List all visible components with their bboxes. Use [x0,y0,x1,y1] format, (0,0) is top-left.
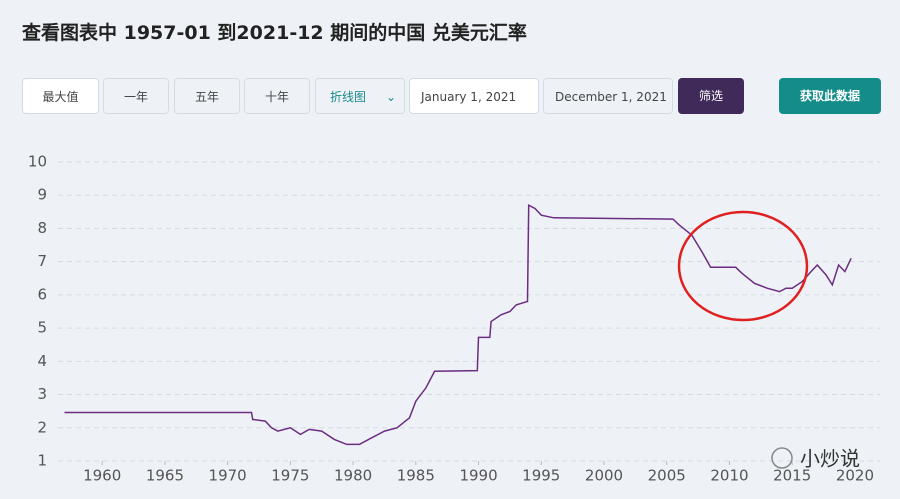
y-tick-label: 2 [37,418,47,436]
data-line [64,203,852,446]
x-tick-label: 1975 [271,467,309,485]
chart-type-select[interactable]: 折线图 ⌄ [315,78,405,114]
range-button[interactable]: 一年 [103,78,169,114]
y-tick-label: 8 [37,219,47,237]
x-tick-label: 2005 [648,467,686,485]
x-tick-label: 2010 [710,467,748,485]
end-date-input[interactable]: December 1, 2021 [543,78,673,114]
x-tick-label: 1990 [459,467,497,485]
select-arrow: ⌄ [385,90,396,104]
y-tick-label: 5 [37,319,47,337]
range-button[interactable]: 最大值 [22,78,99,114]
wechat-icon [771,447,793,469]
range-button[interactable]: 十年 [244,78,310,114]
x-tick-label: 2020 [836,467,874,485]
select-text: 折线图 [330,90,367,104]
y-tick-label: 6 [37,285,47,303]
y-tick-label: 10 [28,153,47,171]
y-tick-label: 9 [37,186,47,204]
x-tick-label: 1965 [146,467,184,485]
x-tick-label: 1970 [209,467,247,485]
y-tick-label: 3 [37,385,47,403]
x-tick-label: 2015 [773,467,811,485]
watermark: 小炒说 [800,447,860,471]
y-tick-label: 4 [37,352,47,370]
y-tick-label: 7 [37,252,47,270]
y-tick-label: 1 [37,452,47,470]
range-button[interactable]: 五年 [174,78,240,114]
highlight-circle [677,210,809,322]
x-tick-label: 1980 [334,467,372,485]
download-button[interactable]: 获取此数据 [779,78,881,114]
x-tick-label: 2000 [585,467,623,485]
filter-button[interactable]: 筛选 [678,78,744,114]
x-tick-label: 1985 [397,467,435,485]
x-tick-label: 1995 [522,467,560,485]
start-date-input[interactable]: January 1, 2021 [409,78,539,114]
page-title: 查看图表中 1957-01 到2021-12 期间的中国 兑美元汇率 [22,22,527,44]
x-tick-label: 1960 [83,467,121,485]
